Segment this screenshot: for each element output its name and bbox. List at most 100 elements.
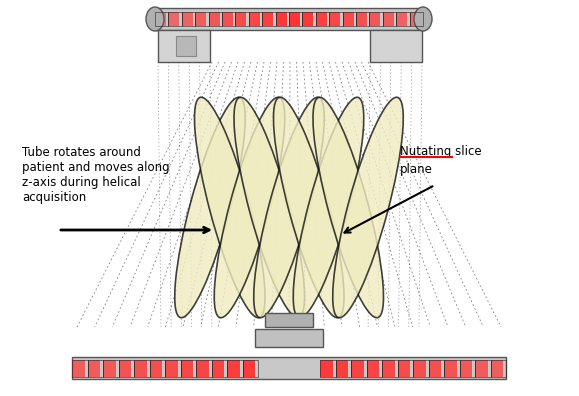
Bar — [335, 360, 351, 377]
Bar — [398, 360, 413, 377]
Bar — [475, 360, 490, 377]
Bar — [460, 360, 475, 377]
Bar — [211, 360, 227, 377]
Bar — [490, 360, 506, 377]
Bar — [343, 12, 356, 26]
Bar — [475, 360, 488, 377]
Bar — [182, 12, 193, 26]
Bar — [227, 360, 243, 377]
Bar — [289, 12, 300, 26]
Bar — [320, 360, 335, 377]
Bar — [208, 12, 222, 26]
Bar — [369, 12, 383, 26]
Bar — [262, 12, 276, 26]
Bar — [222, 12, 233, 26]
Text: Tube rotates around
patient and moves along
z-axis during helical
acquisition: Tube rotates around patient and moves al… — [22, 146, 170, 204]
Bar — [444, 360, 460, 377]
Bar — [351, 360, 367, 377]
Bar — [329, 12, 340, 26]
Bar — [262, 12, 273, 26]
Bar — [249, 12, 260, 26]
Bar — [165, 360, 178, 377]
Bar — [182, 12, 195, 26]
Bar — [460, 360, 472, 377]
Bar — [356, 12, 367, 26]
Bar — [356, 12, 369, 26]
Bar — [87, 360, 103, 377]
Bar — [396, 12, 407, 26]
Bar — [409, 12, 423, 26]
Bar — [329, 12, 343, 26]
Bar — [351, 360, 364, 377]
Bar — [236, 12, 249, 26]
Bar — [316, 12, 329, 26]
Bar — [181, 360, 196, 377]
Bar — [119, 360, 134, 377]
Ellipse shape — [146, 7, 164, 31]
Bar — [383, 12, 394, 26]
Bar — [196, 360, 208, 377]
Bar — [196, 360, 211, 377]
Ellipse shape — [333, 97, 403, 318]
Bar — [370, 30, 422, 62]
Ellipse shape — [293, 97, 364, 318]
Bar — [398, 360, 410, 377]
Bar — [134, 360, 146, 377]
Bar — [119, 360, 131, 377]
Bar — [249, 12, 262, 26]
Bar — [367, 360, 382, 377]
Bar — [155, 8, 423, 30]
Ellipse shape — [214, 97, 285, 318]
Bar — [302, 12, 313, 26]
Bar — [208, 12, 219, 26]
Bar — [181, 360, 193, 377]
Bar — [195, 12, 206, 26]
Bar — [382, 360, 395, 377]
Bar — [343, 12, 354, 26]
Bar — [383, 12, 396, 26]
Bar — [289, 12, 302, 26]
Bar — [72, 360, 87, 377]
Ellipse shape — [195, 97, 265, 318]
Bar — [72, 357, 506, 379]
Bar — [396, 12, 409, 26]
Bar — [103, 360, 119, 377]
Bar — [369, 12, 380, 26]
Ellipse shape — [175, 97, 245, 318]
Ellipse shape — [273, 97, 344, 318]
Bar — [413, 360, 428, 377]
Bar — [236, 12, 247, 26]
Bar — [222, 12, 236, 26]
Bar — [168, 12, 182, 26]
Bar — [255, 329, 323, 347]
Text: Nutating slice: Nutating slice — [400, 145, 482, 158]
Bar — [265, 313, 313, 327]
Bar — [276, 12, 287, 26]
Bar — [428, 360, 444, 377]
Bar — [428, 360, 441, 377]
Bar — [335, 360, 348, 377]
Ellipse shape — [254, 97, 324, 318]
Bar — [165, 360, 181, 377]
Bar — [87, 360, 100, 377]
Text: plane: plane — [400, 163, 433, 176]
Bar — [72, 360, 85, 377]
Bar — [413, 360, 426, 377]
Bar — [276, 12, 289, 26]
Ellipse shape — [414, 7, 432, 31]
Bar — [490, 360, 503, 377]
Bar — [155, 12, 166, 26]
Bar — [195, 12, 208, 26]
Bar — [302, 12, 316, 26]
Bar — [243, 360, 255, 377]
Bar — [409, 12, 420, 26]
Bar — [103, 360, 116, 377]
Bar — [211, 360, 224, 377]
Ellipse shape — [313, 97, 383, 318]
Bar — [149, 360, 162, 377]
Bar — [227, 360, 240, 377]
Bar — [367, 360, 379, 377]
Bar — [134, 360, 149, 377]
Ellipse shape — [234, 97, 305, 318]
Bar — [444, 360, 457, 377]
